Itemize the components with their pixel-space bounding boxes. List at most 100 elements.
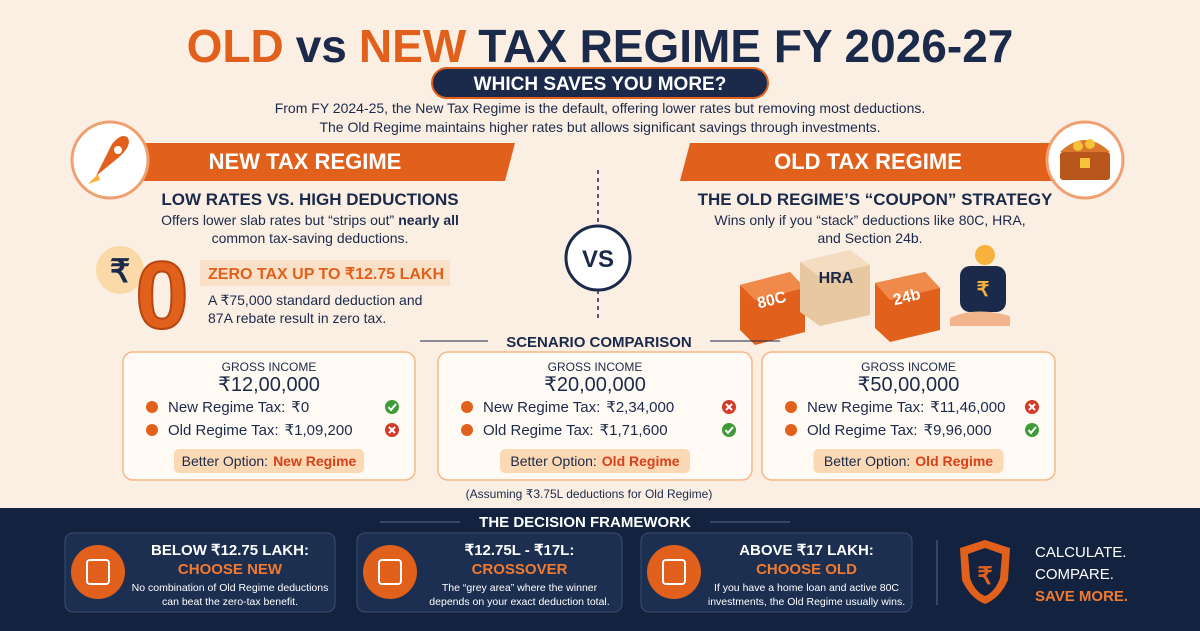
tax-row: Old Regime Tax: ₹1,09,200	[168, 422, 353, 439]
check-icon	[385, 400, 399, 414]
zero-heading-bg	[200, 260, 450, 286]
better-pill	[813, 449, 1004, 473]
tax-value: ₹9,96,000	[924, 422, 992, 439]
item-line1: ₹12.75L - ₹17L:	[465, 542, 575, 559]
new-heading: NEW TAX REGIME	[209, 149, 402, 174]
new-banner	[130, 143, 515, 181]
old-subheading: THE OLD REGIME’S “COUPON” STRATEGY	[698, 190, 1053, 209]
scenario-card: GROSS INCOME₹20,00,000 New Regime Tax: ₹2,…	[437, 351, 753, 481]
gross-label: GROSS INCOME	[222, 360, 317, 374]
framework-title: THE DECISION FRAMEWORK	[479, 514, 691, 531]
better-label: Better Option:	[182, 453, 268, 469]
tax-value: ₹1,09,200	[285, 422, 353, 439]
tax-value: ₹11,46,000	[930, 399, 1005, 416]
tax-label: Old Regime Tax:	[483, 422, 594, 439]
better-row: Better Option: Old Regime	[824, 453, 993, 469]
better-value: New Regime	[273, 453, 356, 469]
item-desc: No combination of Old Regime deductions	[132, 582, 329, 594]
title-rest: TAX REGIME FY 2026-27	[478, 20, 1013, 72]
better-row: Better Option: Old Regime	[510, 453, 679, 469]
gross-label: GROSS INCOME	[861, 360, 956, 374]
vs-circle	[564, 224, 632, 292]
gross-income: ₹50,00,000	[858, 374, 960, 396]
item-desc: depends on your exact deduction total.	[429, 596, 609, 608]
shield-icon	[960, 540, 1010, 604]
icon-glyph	[387, 403, 397, 412]
chest-icon	[1045, 120, 1125, 200]
zero-digit: 0	[135, 242, 188, 349]
better-value: Old Regime	[915, 453, 993, 469]
item-icon	[363, 545, 417, 599]
block-label: HRA	[819, 270, 854, 287]
scenario-card: GROSS INCOME₹50,00,000 New Regime Tax: ₹11…	[761, 351, 1056, 481]
item-desc: investments, the Old Regime usually wins…	[708, 596, 905, 608]
title-old: OLD	[187, 20, 284, 72]
scenario-note: (Assuming ₹3.75L deductions for Old Regi…	[466, 487, 713, 501]
zero-desc: A ₹75,000 standard deduction and	[208, 292, 422, 308]
item-box	[356, 532, 623, 613]
rupee-badge	[96, 246, 144, 294]
icon-glyph	[724, 426, 734, 435]
block-label: 80C	[756, 289, 789, 313]
card-box	[122, 351, 416, 481]
deduction-blocks	[740, 250, 940, 345]
check-icon	[722, 423, 736, 437]
item-icon-glyph	[378, 559, 402, 585]
main-title: OLD vs NEW TAX REGIME FY 2026-27	[187, 20, 1014, 72]
icon-glyph	[1028, 403, 1036, 411]
framework-item: BELOW ₹12.75 LAKH: CHOOSE NEW No combinati…	[64, 532, 336, 613]
rocket-icon	[70, 120, 150, 200]
money-icon	[461, 401, 473, 413]
block-label: 24b	[891, 286, 922, 309]
item-icon	[647, 545, 701, 599]
item-desc: If you have a home loan and active 80C	[714, 582, 899, 594]
title-new: NEW	[359, 20, 467, 72]
tax-value: ₹2,34,000	[606, 399, 674, 416]
better-label: Better Option:	[510, 453, 596, 469]
scenario-card: GROSS INCOME₹12,00,000 New Regime Tax: ₹0 O…	[122, 351, 416, 481]
vs-text: VS	[582, 246, 614, 273]
better-row: Better Option: New Regime	[182, 453, 357, 469]
old-desc: Wins only if you “stack” deductions like…	[714, 212, 1025, 228]
better-pill	[500, 449, 690, 473]
cta-line: COMPARE.	[1035, 566, 1114, 583]
cta-line: SAVE MORE.	[1035, 588, 1128, 605]
tax-label: Old Regime Tax:	[168, 422, 279, 439]
item-icon	[71, 545, 125, 599]
tax-label: New Regime Tax:	[168, 399, 285, 416]
item-line1: ABOVE ₹17 LAKH:	[739, 542, 874, 559]
money-icon	[785, 401, 797, 413]
item-box	[64, 532, 336, 613]
better-label: Better Option:	[824, 453, 910, 469]
jar-symbol: ₹	[977, 279, 990, 301]
item-icon-glyph	[662, 559, 686, 585]
new-desc-bold: nearly all	[398, 212, 459, 228]
zero-heading: ZERO TAX UP TO ₹12.75 LAKH	[208, 266, 444, 283]
better-pill	[174, 449, 364, 473]
new-desc-line: common tax-saving deductions.	[212, 230, 409, 246]
jar-icon	[950, 245, 1010, 326]
item-desc: The “grey area” where the winner	[442, 582, 598, 594]
new-desc-part: Offers lower slab rates but “strips out”	[161, 212, 394, 228]
subtitle: WHICH SAVES YOU MORE?	[474, 74, 727, 95]
tax-row: New Regime Tax: ₹0	[168, 399, 309, 416]
zero-desc: 87A rebate result in zero tax.	[208, 310, 386, 326]
card-box	[437, 351, 753, 481]
item-icon-glyph	[86, 559, 110, 585]
money-icon	[461, 424, 473, 436]
rupee-symbol: ₹	[110, 253, 130, 289]
gross-label: GROSS INCOME	[548, 360, 643, 374]
item-line2: CHOOSE NEW	[178, 561, 283, 578]
title-vs: vs	[296, 20, 347, 72]
tax-row: Old Regime Tax: ₹1,71,600	[483, 422, 668, 439]
framework-items: BELOW ₹12.75 LAKH: CHOOSE NEW No combinati…	[64, 532, 913, 613]
tax-row: New Regime Tax: ₹11,46,000	[807, 399, 1005, 416]
icon-glyph	[725, 403, 733, 411]
money-icon	[146, 401, 158, 413]
card-box	[761, 351, 1056, 481]
icon-glyph	[1027, 426, 1037, 435]
gross-income: ₹12,00,000	[218, 374, 320, 396]
